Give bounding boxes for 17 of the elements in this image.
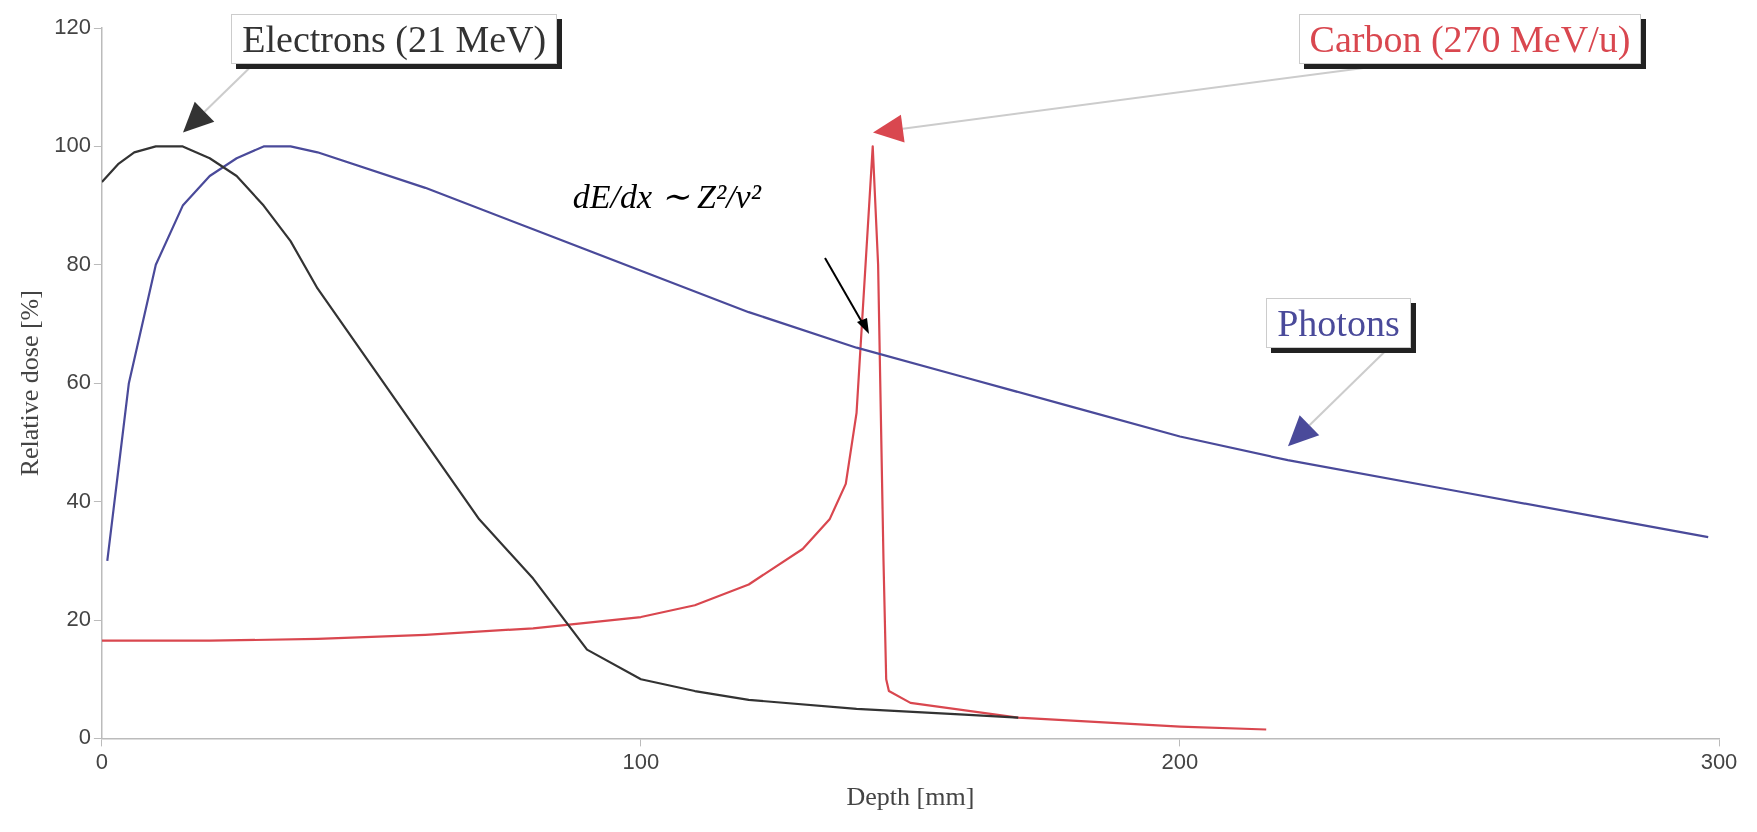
y-tick-label: 120 [54, 14, 91, 40]
y-tick-label: 20 [66, 606, 91, 632]
text: Photons [1266, 297, 1411, 348]
x-tick-label: 200 [1161, 748, 1199, 774]
y-tick-label: 40 [66, 487, 91, 513]
x-axis-title: Depth [mm] [846, 782, 975, 812]
y-tick-label: 80 [66, 250, 91, 276]
x-tick-label: 0 [95, 748, 109, 774]
annotation: dE/dx ∼ Z²/v² [572, 177, 761, 217]
text: Carbon (270 MeV/u) [1298, 13, 1642, 64]
y-axis-title: Relative dose [%] [15, 290, 45, 477]
y-tick-label: 100 [54, 132, 91, 158]
y-tick-label: 0 [78, 724, 91, 750]
x-tick-label: 100 [622, 748, 660, 774]
text: Electrons (21 MeV) [231, 13, 558, 64]
y-tick-label: 60 [66, 369, 91, 395]
x-tick-label: 300 [1700, 748, 1738, 774]
